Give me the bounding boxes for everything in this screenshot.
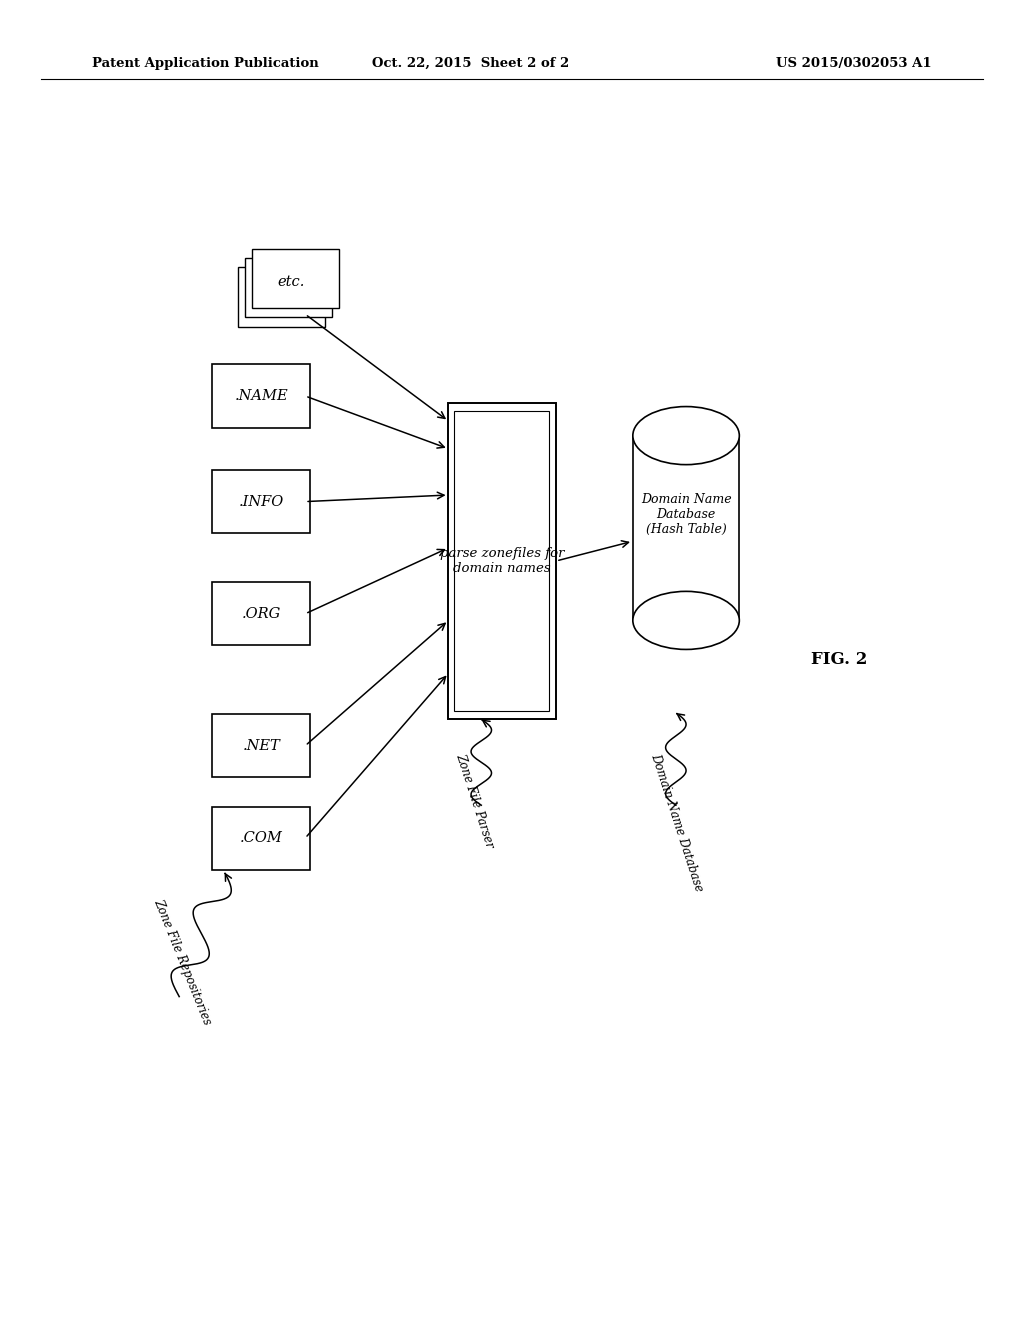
Text: Oct. 22, 2015  Sheet 2 of 2: Oct. 22, 2015 Sheet 2 of 2 — [373, 57, 569, 70]
Bar — [246, 259, 332, 317]
Bar — [455, 411, 549, 711]
Text: Domain Name
Database
(Hash Table): Domain Name Database (Hash Table) — [641, 494, 731, 536]
Bar — [213, 470, 309, 533]
Text: .INFO: .INFO — [239, 495, 284, 508]
Text: Domain Name Database: Domain Name Database — [648, 752, 706, 894]
Bar — [213, 807, 309, 870]
Text: .NAME: .NAME — [234, 389, 288, 403]
Bar — [238, 267, 326, 326]
Text: .NET: .NET — [243, 739, 280, 752]
Bar — [253, 248, 340, 308]
Text: US 2015/0302053 A1: US 2015/0302053 A1 — [776, 57, 932, 70]
Text: Patent Application Publication: Patent Application Publication — [92, 57, 318, 70]
Text: etc.: etc. — [278, 276, 304, 289]
Text: Zone File Repositories: Zone File Repositories — [152, 898, 214, 1027]
Bar — [213, 364, 309, 428]
Text: .ORG: .ORG — [242, 607, 281, 620]
Bar — [633, 436, 739, 620]
Text: Zone File Parser: Zone File Parser — [454, 752, 497, 850]
Text: .COM: .COM — [240, 832, 283, 845]
Ellipse shape — [633, 591, 739, 649]
Ellipse shape — [633, 407, 739, 465]
Bar — [213, 582, 309, 645]
Text: FIG. 2: FIG. 2 — [811, 652, 868, 668]
Bar — [449, 403, 555, 719]
Text: parse zonefiles for
domain names: parse zonefiles for domain names — [439, 546, 564, 576]
Bar — [213, 714, 309, 777]
